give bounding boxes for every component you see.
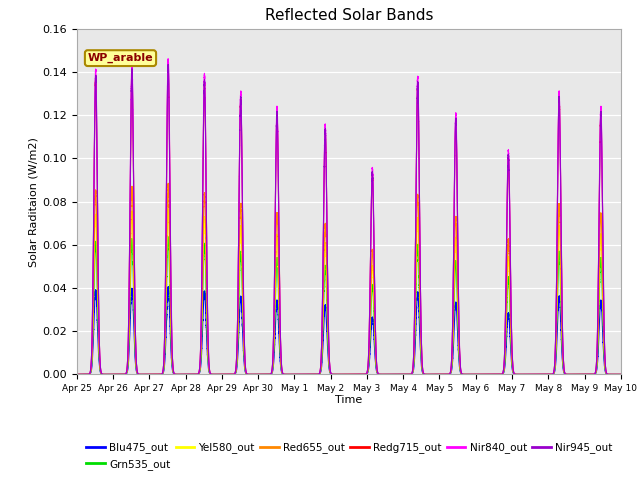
Yel580_out: [90, 264, 98, 269]
Nir945_out: [132, 354, 140, 360]
Legend: Blu475_out, Grn535_out, Yel580_out, Red655_out, Redg715_out, Nir840_out, Nir945_: Blu475_out, Grn535_out, Yel580_out, Red6…: [82, 438, 616, 474]
Yel580_out: [164, 206, 172, 212]
Line: Yel580_out: Yel580_out: [77, 209, 621, 374]
Grn535_out: [132, 364, 140, 370]
Grn535_out: [73, 372, 81, 377]
Line: Nir945_out: Nir945_out: [77, 64, 621, 374]
Nir945_out: [204, 302, 211, 308]
Yel580_out: [73, 372, 81, 377]
Blu475_out: [90, 315, 98, 321]
Red655_out: [73, 372, 81, 377]
Nir840_out: [478, 372, 486, 377]
X-axis label: Time: Time: [335, 395, 362, 405]
Line: Grn535_out: Grn535_out: [77, 237, 621, 374]
Nir840_out: [132, 353, 140, 359]
Nir945_out: [545, 372, 552, 377]
Redg715_out: [617, 372, 625, 377]
Line: Nir840_out: Nir840_out: [77, 59, 621, 374]
Grn535_out: [204, 341, 211, 347]
Yel580_out: [204, 335, 211, 341]
Blu475_out: [204, 352, 211, 358]
Blu475_out: [478, 372, 486, 377]
Blu475_out: [545, 372, 552, 377]
Redg715_out: [73, 372, 81, 377]
Grn535_out: [617, 372, 625, 377]
Yel580_out: [192, 372, 200, 377]
Title: Reflected Solar Bands: Reflected Solar Bands: [264, 9, 433, 24]
Redg715_out: [164, 64, 172, 70]
Redg715_out: [204, 303, 211, 309]
Text: WP_arable: WP_arable: [88, 53, 154, 63]
Y-axis label: Solar Raditaion (W/m2): Solar Raditaion (W/m2): [28, 137, 38, 266]
Redg715_out: [545, 372, 552, 377]
Nir945_out: [164, 61, 172, 67]
Blu475_out: [617, 372, 625, 377]
Grn535_out: [361, 372, 369, 377]
Redg715_out: [132, 354, 140, 360]
Nir945_out: [192, 372, 200, 377]
Blu475_out: [164, 284, 172, 289]
Grn535_out: [90, 282, 98, 288]
Redg715_out: [90, 173, 98, 179]
Nir945_out: [73, 372, 81, 377]
Nir945_out: [478, 372, 486, 377]
Nir945_out: [361, 372, 369, 377]
Redg715_out: [361, 372, 369, 377]
Nir945_out: [90, 169, 98, 175]
Nir840_out: [545, 372, 552, 377]
Nir840_out: [361, 372, 369, 377]
Red655_out: [192, 372, 200, 377]
Nir840_out: [204, 301, 211, 307]
Yel580_out: [132, 362, 140, 368]
Yel580_out: [545, 372, 552, 377]
Nir840_out: [73, 372, 81, 377]
Blu475_out: [73, 372, 81, 377]
Grn535_out: [164, 234, 172, 240]
Red655_out: [164, 180, 172, 186]
Yel580_out: [361, 372, 369, 377]
Yel580_out: [617, 372, 625, 377]
Line: Redg715_out: Redg715_out: [77, 67, 621, 374]
Grn535_out: [478, 372, 486, 377]
Nir840_out: [617, 372, 625, 377]
Red655_out: [545, 372, 552, 377]
Nir840_out: [90, 167, 98, 172]
Red655_out: [132, 361, 140, 367]
Red655_out: [361, 372, 369, 377]
Red655_out: [478, 372, 486, 377]
Red655_out: [617, 372, 625, 377]
Blu475_out: [132, 367, 140, 372]
Red655_out: [90, 247, 98, 253]
Blu475_out: [361, 372, 369, 377]
Line: Blu475_out: Blu475_out: [77, 287, 621, 374]
Nir945_out: [617, 372, 625, 377]
Redg715_out: [478, 372, 486, 377]
Redg715_out: [192, 372, 200, 377]
Grn535_out: [192, 372, 200, 377]
Line: Red655_out: Red655_out: [77, 183, 621, 374]
Nir840_out: [192, 372, 200, 377]
Yel580_out: [478, 372, 486, 377]
Grn535_out: [545, 372, 552, 377]
Red655_out: [204, 329, 211, 335]
Nir840_out: [164, 56, 172, 61]
Blu475_out: [192, 372, 200, 377]
